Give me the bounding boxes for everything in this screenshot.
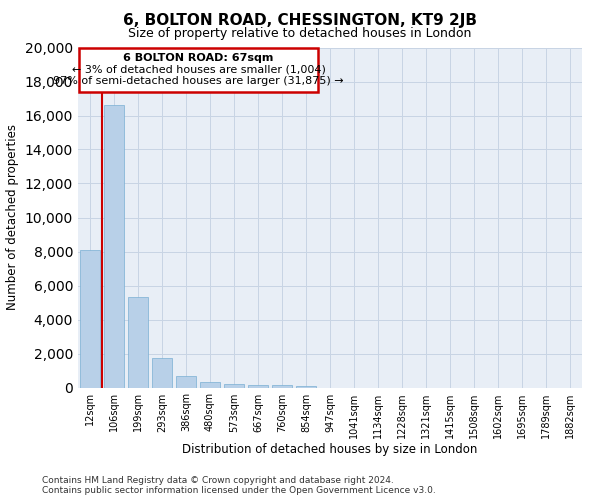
FancyBboxPatch shape bbox=[79, 48, 318, 92]
Text: ← 3% of detached houses are smaller (1,004): ← 3% of detached houses are smaller (1,0… bbox=[71, 64, 326, 74]
Bar bbox=[248, 384, 268, 388]
Bar bbox=[176, 376, 196, 388]
Y-axis label: Number of detached properties: Number of detached properties bbox=[6, 124, 19, 310]
Bar bbox=[80, 250, 100, 388]
Text: Contains HM Land Registry data © Crown copyright and database right 2024.: Contains HM Land Registry data © Crown c… bbox=[42, 476, 394, 485]
Bar bbox=[128, 298, 148, 388]
Bar bbox=[200, 382, 220, 388]
X-axis label: Distribution of detached houses by size in London: Distribution of detached houses by size … bbox=[182, 444, 478, 456]
Bar bbox=[272, 385, 292, 388]
Text: 97% of semi-detached houses are larger (31,875) →: 97% of semi-detached houses are larger (… bbox=[53, 76, 344, 86]
Bar bbox=[104, 106, 124, 388]
Bar bbox=[152, 358, 172, 388]
Text: Contains public sector information licensed under the Open Government Licence v3: Contains public sector information licen… bbox=[42, 486, 436, 495]
Bar bbox=[296, 386, 316, 388]
Text: Size of property relative to detached houses in London: Size of property relative to detached ho… bbox=[128, 28, 472, 40]
Text: 6, BOLTON ROAD, CHESSINGTON, KT9 2JB: 6, BOLTON ROAD, CHESSINGTON, KT9 2JB bbox=[123, 12, 477, 28]
Bar bbox=[224, 384, 244, 388]
Text: 6 BOLTON ROAD: 67sqm: 6 BOLTON ROAD: 67sqm bbox=[124, 54, 274, 64]
